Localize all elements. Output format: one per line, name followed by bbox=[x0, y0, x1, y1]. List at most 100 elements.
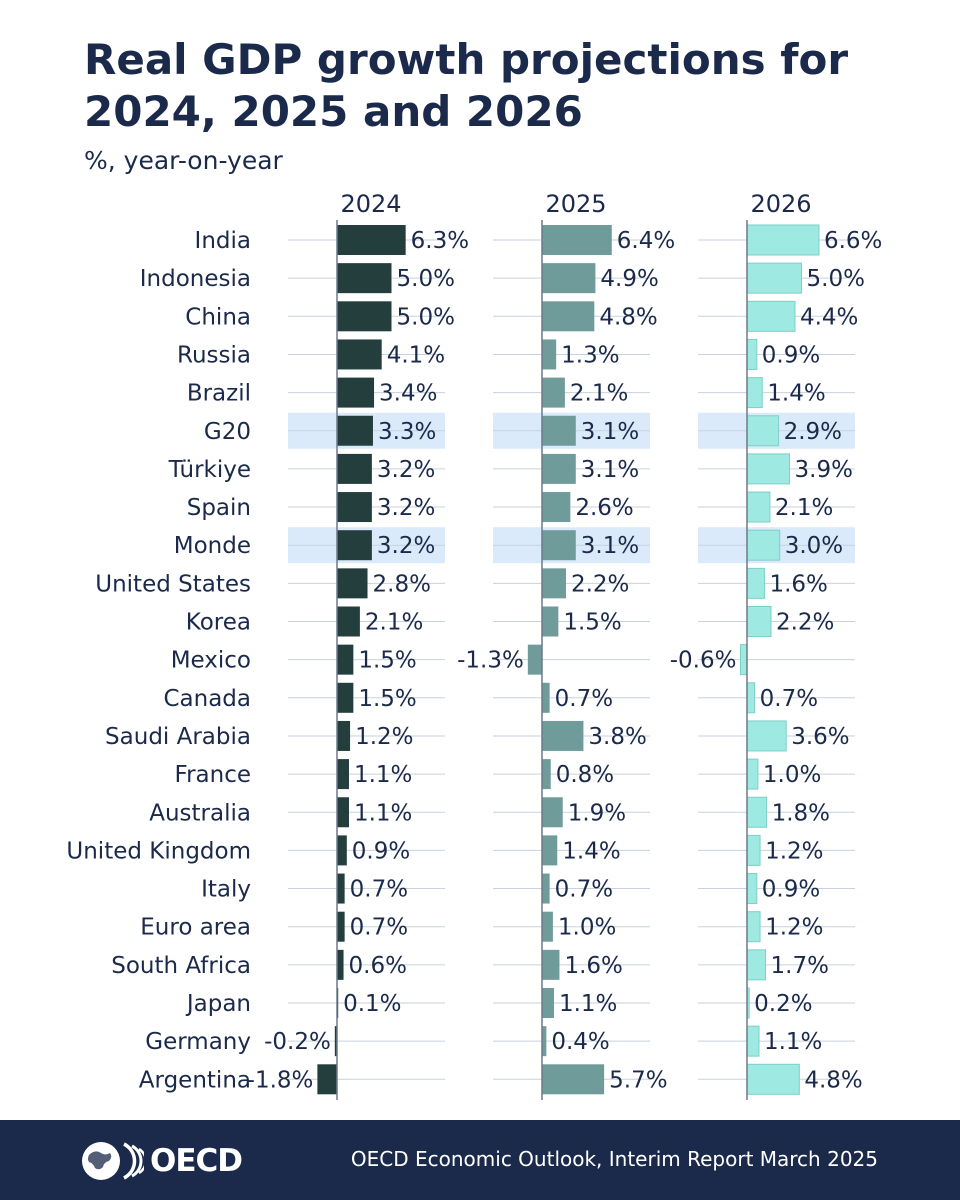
bar-saudi-arabia-2026 bbox=[746, 720, 787, 752]
bar-china-2025 bbox=[542, 301, 595, 332]
bar-india-2024 bbox=[337, 225, 406, 255]
category-label-india: India bbox=[195, 228, 251, 254]
category-label-argentina: Argentina bbox=[139, 1067, 251, 1093]
bar-united-kingdom-2025 bbox=[542, 835, 558, 866]
value-label-argentina-2026: 4.8% bbox=[804, 1067, 862, 1093]
value-label-italy-2024: 0.7% bbox=[350, 877, 408, 903]
value-label-turkiye-2026: 3.9% bbox=[795, 457, 853, 483]
value-label-france-2026: 1.0% bbox=[763, 762, 821, 788]
value-label-saudi-arabia-2026: 3.6% bbox=[791, 724, 849, 750]
value-label-india-2025: 6.4% bbox=[617, 228, 675, 254]
bar-france-2026 bbox=[746, 758, 759, 790]
category-label-g20: G20 bbox=[204, 419, 251, 445]
category-label-saudi-arabia: Saudi Arabia bbox=[105, 724, 251, 750]
value-label-australia-2024: 1.1% bbox=[354, 800, 412, 826]
bar-korea-2025 bbox=[542, 606, 559, 637]
category-label-japan: Japan bbox=[185, 991, 251, 1017]
bar-germany-2026 bbox=[746, 1025, 760, 1057]
value-label-monde-2026: 3.0% bbox=[785, 533, 843, 559]
bar-indonesia-2024 bbox=[337, 263, 392, 294]
value-label-south-africa-2024: 0.6% bbox=[349, 953, 407, 979]
bar-united-states-2024 bbox=[337, 568, 368, 599]
bar-italy-2024 bbox=[337, 873, 345, 904]
bar-mexico-2024 bbox=[337, 644, 354, 675]
bar-argentina-2024 bbox=[317, 1064, 337, 1095]
panel-header-2025: 2025 bbox=[545, 190, 606, 218]
bar-russia-2024 bbox=[337, 339, 382, 370]
value-label-china-2026: 4.4% bbox=[800, 304, 858, 330]
bar-turkiye-2025 bbox=[542, 453, 576, 484]
value-label-brazil-2026: 1.4% bbox=[767, 381, 825, 407]
bar-spain-2024 bbox=[337, 492, 372, 523]
category-label-france: France bbox=[175, 762, 251, 788]
value-label-indonesia-2025: 4.9% bbox=[600, 266, 658, 292]
bar-saudi-arabia-2024 bbox=[337, 720, 351, 751]
bar-indonesia-2026 bbox=[746, 262, 802, 294]
bar-spain-2026 bbox=[746, 491, 771, 523]
category-label-brazil: Brazil bbox=[187, 381, 251, 407]
value-label-turkiye-2025: 3.1% bbox=[581, 457, 639, 483]
value-label-spain-2025: 2.6% bbox=[575, 495, 633, 521]
category-label-russia: Russia bbox=[177, 342, 251, 368]
bar-mexico-2026 bbox=[739, 644, 748, 676]
category-label-mexico: Mexico bbox=[171, 648, 251, 674]
value-label-brazil-2025: 2.1% bbox=[570, 381, 628, 407]
bar-argentina-2025 bbox=[542, 1064, 605, 1095]
value-label-germany-2026: 1.1% bbox=[764, 1029, 822, 1055]
bar-australia-2024 bbox=[337, 797, 349, 828]
bar-euro-area-2024 bbox=[337, 911, 345, 942]
value-label-korea-2025: 1.5% bbox=[563, 610, 621, 636]
value-label-korea-2024: 2.1% bbox=[365, 610, 423, 636]
bar-australia-2026 bbox=[746, 796, 768, 828]
category-label-united-kingdom: United Kingdom bbox=[66, 838, 251, 864]
value-label-indonesia-2026: 5.0% bbox=[807, 266, 865, 292]
value-label-russia-2024: 4.1% bbox=[387, 342, 445, 368]
value-label-australia-2025: 1.9% bbox=[568, 800, 626, 826]
category-label-germany: Germany bbox=[145, 1029, 251, 1055]
bar-monde-2026 bbox=[746, 529, 781, 561]
bar-india-2025 bbox=[542, 225, 612, 255]
value-label-g20-2024: 3.3% bbox=[378, 419, 436, 445]
value-label-euro-area-2025: 1.0% bbox=[558, 915, 616, 941]
value-label-euro-area-2026: 1.2% bbox=[765, 915, 823, 941]
bar-china-2024 bbox=[337, 301, 392, 332]
bar-monde-2024 bbox=[337, 530, 372, 561]
chart-title: Real GDP growth projections for 2024, 20… bbox=[84, 35, 849, 136]
value-label-saudi-arabia-2025: 3.8% bbox=[588, 724, 646, 750]
bar-euro-area-2025 bbox=[542, 911, 553, 942]
panel-header-2024: 2024 bbox=[340, 190, 401, 218]
value-label-australia-2026: 1.8% bbox=[772, 800, 830, 826]
bar-france-2025 bbox=[542, 759, 551, 790]
value-label-japan-2026: 0.2% bbox=[754, 991, 812, 1017]
value-label-united-states-2024: 2.8% bbox=[373, 571, 431, 597]
value-label-germany-2024: -0.2% bbox=[264, 1029, 331, 1055]
value-label-brazil-2024: 3.4% bbox=[379, 381, 437, 407]
bar-indonesia-2025 bbox=[542, 263, 596, 294]
category-label-italy: Italy bbox=[201, 877, 251, 903]
value-label-china-2024: 5.0% bbox=[397, 304, 455, 330]
category-label-spain: Spain bbox=[187, 495, 251, 521]
oecd-logo: OECD bbox=[80, 1140, 243, 1182]
bar-united-states-2025 bbox=[542, 568, 566, 599]
bar-south-africa-2026 bbox=[746, 949, 767, 981]
value-label-south-africa-2025: 1.6% bbox=[564, 953, 622, 979]
bar-spain-2025 bbox=[542, 492, 571, 523]
bar-brazil-2026 bbox=[746, 377, 763, 409]
category-label-korea: Korea bbox=[186, 610, 251, 636]
value-label-spain-2024: 3.2% bbox=[377, 495, 435, 521]
value-label-turkiye-2024: 3.2% bbox=[377, 457, 435, 483]
value-label-india-2024: 6.3% bbox=[411, 228, 469, 254]
bar-brazil-2024 bbox=[337, 377, 375, 408]
value-label-canada-2024: 1.5% bbox=[358, 686, 416, 712]
bar-chart: 2024 2025 2026 India Indonesia China Russia Bra… bbox=[66, 190, 882, 1100]
value-label-germany-2025: 0.4% bbox=[551, 1029, 609, 1055]
value-label-china-2025: 4.8% bbox=[599, 304, 657, 330]
bar-india-2026 bbox=[746, 224, 820, 256]
value-label-mexico-2025: -1.3% bbox=[457, 648, 524, 674]
globe-icon bbox=[82, 1142, 144, 1180]
value-label-united-kingdom-2026: 1.2% bbox=[765, 838, 823, 864]
value-label-italy-2026: 0.9% bbox=[762, 877, 820, 903]
bar-russia-2025 bbox=[542, 339, 557, 370]
bar-g20-2025 bbox=[542, 415, 576, 446]
category-label-china: China bbox=[185, 304, 251, 330]
